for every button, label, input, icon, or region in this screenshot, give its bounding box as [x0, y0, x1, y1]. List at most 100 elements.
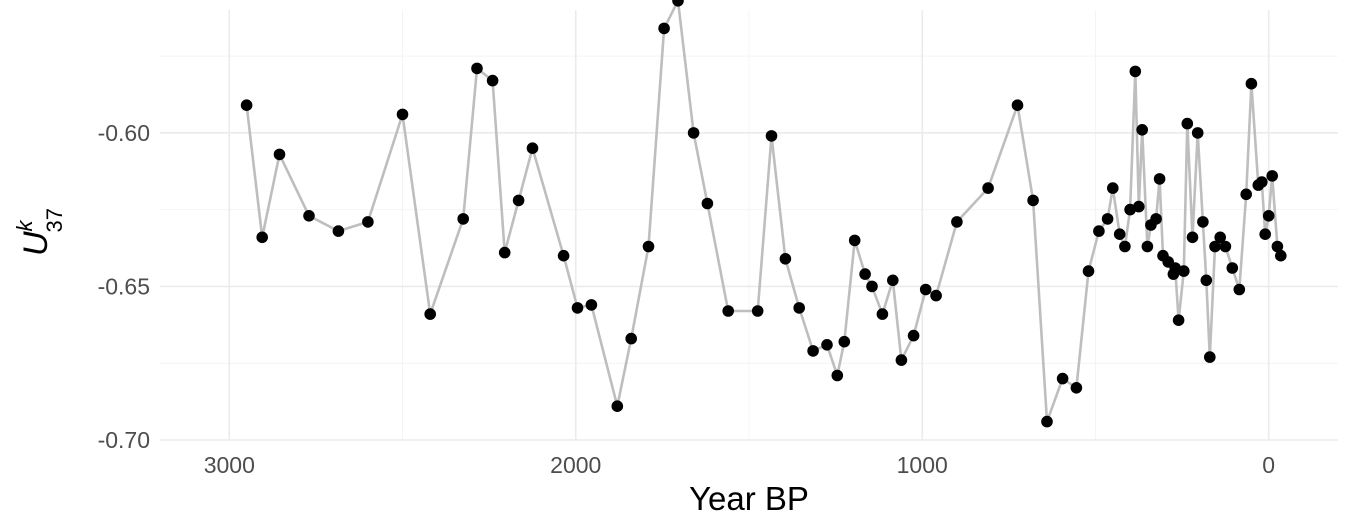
data-point: [1219, 240, 1232, 253]
data-point: [722, 305, 734, 317]
data-point: [838, 335, 851, 348]
data-point: [1136, 124, 1148, 136]
data-point: [1181, 117, 1194, 130]
data-point: [1141, 240, 1154, 253]
data-point: [1200, 274, 1213, 287]
data-point: [571, 302, 584, 314]
data-point: [866, 280, 878, 293]
data-point: [1240, 188, 1252, 201]
data-point: [1056, 372, 1069, 385]
data-point: [701, 197, 714, 210]
data-point: [424, 308, 437, 320]
x-tick-labels: 3000 2000 1000 0: [204, 452, 1275, 478]
data-point: [1186, 231, 1199, 244]
data-point: [625, 332, 637, 345]
data-point: [1275, 249, 1287, 262]
data-point: [672, 0, 684, 7]
data-point: [526, 142, 539, 154]
y-tick-label: -0.70: [98, 427, 150, 453]
data-point: [919, 283, 932, 296]
data-point: [930, 289, 942, 302]
data-point: [1133, 200, 1145, 213]
y-axis-title: Uk 37: [12, 208, 67, 256]
data-point: [1197, 216, 1209, 228]
minor-gridlines: [160, 10, 1338, 440]
data-point: [1027, 194, 1039, 207]
y-axis-title-main: U: [17, 231, 55, 256]
data-point: [1119, 240, 1131, 253]
data-point: [793, 302, 805, 314]
y-tick-labels: -0.60 -0.65 -0.70: [98, 120, 150, 453]
data-point: [1093, 225, 1105, 237]
data-point: [1214, 231, 1226, 244]
data-point: [1153, 173, 1166, 185]
data-point: [1041, 415, 1053, 428]
data-point: [498, 246, 511, 259]
y-tick-label: -0.60: [98, 120, 150, 146]
data-point: [1011, 99, 1024, 111]
data-point: [1204, 351, 1216, 363]
data-point: [907, 329, 920, 342]
data-point: [273, 148, 286, 161]
data-point: [1266, 170, 1278, 182]
data-point: [585, 299, 598, 311]
data-point: [512, 194, 525, 207]
data-point: [895, 354, 908, 366]
data-point: [751, 305, 764, 317]
x-tick-label: 1000: [897, 452, 948, 478]
data-point: [887, 274, 899, 287]
data-point: [303, 210, 315, 222]
data-point: [1070, 382, 1083, 394]
y-axis-title-superscript: k: [12, 219, 37, 231]
x-axis-title: Year BP: [689, 480, 809, 517]
data-point: [821, 339, 833, 351]
data-point: [1262, 210, 1275, 222]
data-point: [687, 127, 700, 139]
data-point: [982, 182, 994, 194]
data-point: [951, 216, 963, 228]
data-point: [396, 108, 409, 121]
data-point: [1259, 228, 1271, 240]
data-point: [1113, 228, 1126, 240]
data-point: [1107, 182, 1119, 194]
data-point: [658, 22, 670, 35]
data-point: [471, 62, 483, 75]
data-point: [1129, 65, 1142, 78]
data-point: [848, 234, 861, 247]
data-point: [486, 74, 499, 87]
data-point: [765, 130, 778, 142]
data-point: [1256, 176, 1268, 188]
x-tick-label: 2000: [550, 452, 601, 478]
data-point: [1191, 127, 1204, 139]
x-tick-label: 0: [1262, 452, 1275, 478]
data-point: [1226, 262, 1239, 274]
data-point: [611, 400, 624, 413]
data-point: [1150, 213, 1162, 225]
data-point: [1124, 203, 1136, 216]
data-points: [240, 0, 1287, 428]
data-point: [240, 99, 253, 111]
data-point: [1082, 265, 1095, 277]
data-point: [859, 268, 871, 280]
y-axis-title-subscript: 37: [42, 208, 67, 232]
data-point: [362, 216, 374, 228]
data-point: [1101, 213, 1114, 225]
data-point: [642, 240, 655, 253]
data-point: [831, 369, 844, 382]
data-point: [557, 249, 570, 262]
data-point: [1178, 265, 1190, 277]
data-point: [807, 345, 819, 357]
data-point: [1245, 77, 1258, 90]
major-gridlines: [160, 10, 1338, 441]
data-point: [1233, 283, 1246, 296]
data-point: [332, 225, 345, 237]
y-tick-label: -0.65: [98, 273, 150, 299]
data-point: [1172, 314, 1185, 327]
data-point: [457, 213, 470, 225]
data-point: [779, 252, 792, 265]
data-point: [1271, 240, 1284, 253]
data-point: [876, 308, 889, 320]
data-point: [256, 231, 269, 244]
